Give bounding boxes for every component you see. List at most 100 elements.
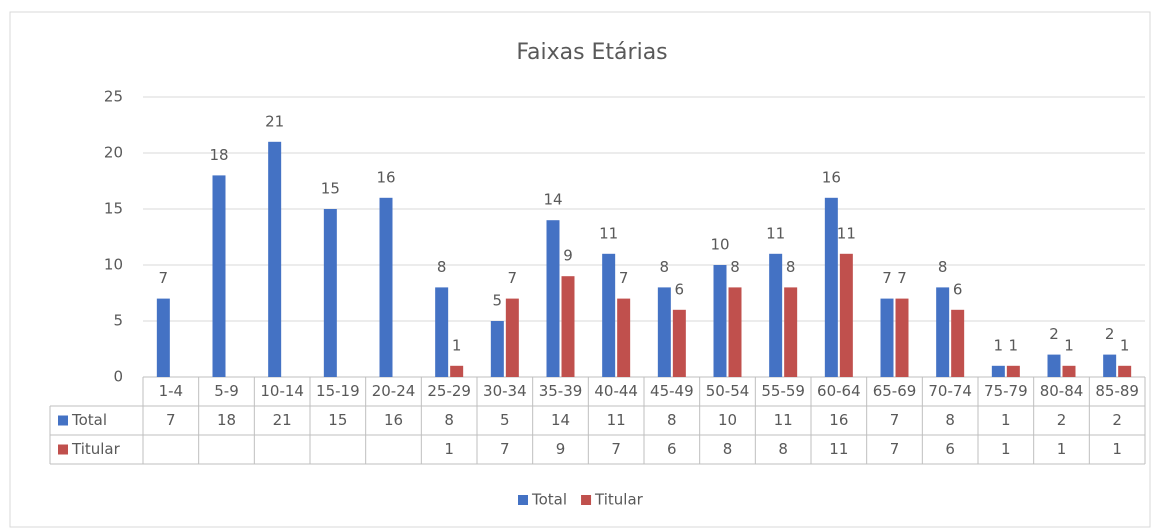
bar bbox=[546, 220, 560, 377]
table-cell: 11 bbox=[774, 411, 793, 429]
x-tick-label: 30-34 bbox=[483, 382, 527, 400]
bar bbox=[728, 287, 742, 377]
chart-title: Faixas Etárias bbox=[516, 40, 667, 65]
bar bbox=[657, 287, 671, 377]
bar bbox=[617, 298, 631, 377]
data-label: 2 bbox=[1105, 325, 1115, 343]
x-tick-label: 70-74 bbox=[928, 382, 972, 400]
y-tick-label: 15 bbox=[104, 200, 123, 218]
data-label: 8 bbox=[730, 258, 740, 276]
table-cell: 1 bbox=[1057, 440, 1067, 458]
x-tick-label: 45-49 bbox=[650, 382, 694, 400]
bar bbox=[1006, 365, 1020, 377]
table-cell: 2 bbox=[1057, 411, 1067, 429]
y-tick-label: 25 bbox=[104, 88, 123, 106]
table-cell: 18 bbox=[217, 411, 236, 429]
table-cell: 16 bbox=[384, 411, 403, 429]
data-label: 18 bbox=[209, 146, 228, 164]
table-cell: 21 bbox=[273, 411, 292, 429]
table-cell: 14 bbox=[551, 411, 570, 429]
table-cell: 15 bbox=[328, 411, 347, 429]
table-cell: 8 bbox=[444, 411, 454, 429]
table-cell: 1 bbox=[1001, 411, 1011, 429]
table-cell: 7 bbox=[611, 440, 621, 458]
table-cell: 7 bbox=[890, 411, 900, 429]
legend-label: Total bbox=[531, 491, 567, 509]
bar bbox=[156, 298, 170, 377]
bar bbox=[268, 141, 282, 377]
x-tick-label: 35-39 bbox=[539, 382, 583, 400]
data-label: 15 bbox=[321, 180, 340, 198]
bar bbox=[895, 298, 909, 377]
bar bbox=[784, 287, 798, 377]
bar bbox=[435, 287, 449, 377]
bar bbox=[379, 197, 393, 377]
chart-frame bbox=[9, 11, 1151, 528]
table-cell: 1 bbox=[1112, 440, 1122, 458]
data-label: 10 bbox=[710, 236, 729, 254]
data-label: 6 bbox=[675, 280, 685, 298]
data-label: 16 bbox=[376, 168, 395, 186]
table-cell: 8 bbox=[667, 411, 677, 429]
x-tick-label: 60-64 bbox=[817, 382, 861, 400]
bar bbox=[505, 298, 519, 377]
x-tick-label: 20-24 bbox=[372, 382, 416, 400]
table-cell: 8 bbox=[778, 440, 788, 458]
bar bbox=[1062, 365, 1076, 377]
y-tick-label: 5 bbox=[113, 312, 123, 330]
table-cell: 8 bbox=[945, 411, 955, 429]
bar bbox=[561, 276, 575, 377]
x-tick-label: 85-89 bbox=[1095, 382, 1139, 400]
table-cell: 6 bbox=[667, 440, 677, 458]
data-label: 16 bbox=[822, 168, 841, 186]
x-tick-label: 55-59 bbox=[761, 382, 805, 400]
bar bbox=[713, 265, 727, 377]
bar bbox=[951, 309, 965, 377]
data-label: 7 bbox=[159, 269, 169, 287]
table-cell: 7 bbox=[166, 411, 176, 429]
data-label: 7 bbox=[508, 269, 518, 287]
table-cell: 16 bbox=[829, 411, 848, 429]
data-label: 14 bbox=[543, 191, 562, 209]
table-cell: 5 bbox=[500, 411, 510, 429]
data-label: 1 bbox=[1120, 336, 1130, 354]
data-label: 2 bbox=[1049, 325, 1059, 343]
bar bbox=[991, 365, 1005, 377]
data-label: 7 bbox=[882, 269, 892, 287]
bar bbox=[672, 309, 686, 377]
y-tick-label: 20 bbox=[104, 144, 123, 162]
x-tick-label: 10-14 bbox=[260, 382, 304, 400]
data-label: 1 bbox=[1009, 336, 1019, 354]
legend-key bbox=[518, 495, 528, 505]
table-cell: 8 bbox=[723, 440, 733, 458]
bar bbox=[490, 321, 504, 377]
table-cell: 11 bbox=[607, 411, 626, 429]
x-tick-label: 5-9 bbox=[214, 382, 239, 400]
bar bbox=[824, 197, 838, 377]
table-legend-key bbox=[58, 444, 68, 455]
data-label: 1 bbox=[452, 336, 462, 354]
x-tick-label: 1-4 bbox=[159, 382, 184, 400]
table-cell: 10 bbox=[718, 411, 737, 429]
bar bbox=[1047, 354, 1061, 377]
bar bbox=[1103, 354, 1117, 377]
bar bbox=[323, 209, 337, 377]
table-cell: 7 bbox=[500, 440, 510, 458]
data-label: 5 bbox=[493, 292, 503, 310]
bar bbox=[212, 175, 226, 377]
table-cell: 1 bbox=[444, 440, 454, 458]
bar bbox=[936, 287, 950, 377]
table-cell: 6 bbox=[945, 440, 955, 458]
data-label: 8 bbox=[660, 258, 670, 276]
x-tick-label: 65-69 bbox=[873, 382, 917, 400]
table-row-label: Titular bbox=[71, 440, 121, 458]
x-tick-label: 25-29 bbox=[427, 382, 471, 400]
bar bbox=[602, 253, 616, 377]
x-tick-label: 80-84 bbox=[1040, 382, 1084, 400]
legend-label: Titular bbox=[594, 491, 644, 509]
table-cell: 7 bbox=[890, 440, 900, 458]
bar bbox=[1118, 365, 1132, 377]
bar bbox=[880, 298, 894, 377]
data-label: 8 bbox=[786, 258, 796, 276]
table-cell: 2 bbox=[1112, 411, 1122, 429]
